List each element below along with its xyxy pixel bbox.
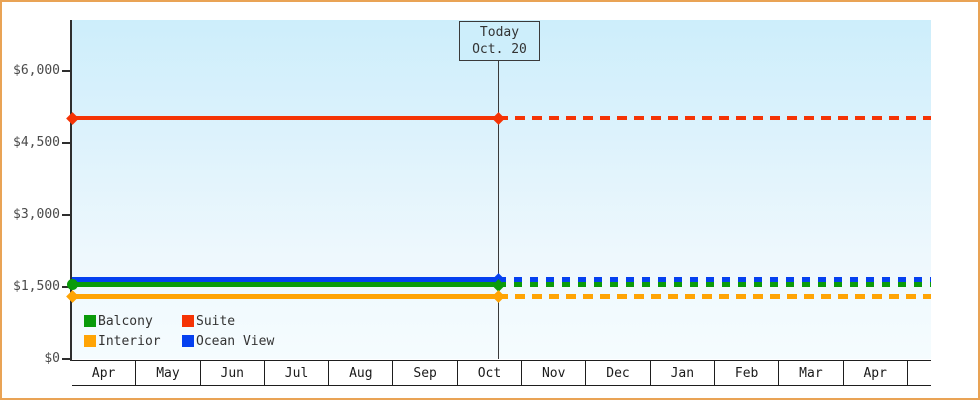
month-cell-filler bbox=[908, 361, 931, 385]
balcony-line-solid bbox=[72, 282, 498, 287]
y-tick bbox=[62, 142, 71, 144]
month-cell: Nov bbox=[522, 361, 587, 385]
plot-area bbox=[72, 20, 931, 359]
y-axis-label: $0 bbox=[44, 351, 60, 366]
month-cell: Jul bbox=[265, 361, 330, 385]
month-cell: Sep bbox=[393, 361, 458, 385]
suite-line-solid bbox=[72, 116, 498, 120]
month-cell: Aug bbox=[329, 361, 394, 385]
month-cell: Oct bbox=[458, 361, 523, 385]
legend-item-oceanview: Ocean View bbox=[182, 331, 274, 351]
x-axis-month-row: Apr May Jun Jul Aug Sep Oct Nov Dec Jan … bbox=[72, 360, 931, 386]
legend-item-interior: Interior bbox=[84, 331, 182, 351]
oceanview-line-dashed bbox=[498, 277, 931, 282]
month-cell: Feb bbox=[715, 361, 780, 385]
today-date: Oct. 20 bbox=[472, 42, 527, 57]
today-vertical-line bbox=[498, 60, 499, 359]
legend-label: Balcony bbox=[98, 313, 153, 329]
interior-line-dashed bbox=[498, 294, 931, 299]
y-tick bbox=[62, 286, 71, 288]
month-cell: Jan bbox=[651, 361, 715, 385]
month-cell: Apr bbox=[72, 361, 137, 385]
legend-item-balcony: Balcony bbox=[84, 311, 182, 331]
y-tick bbox=[62, 214, 71, 216]
legend: Balcony Suite Interior Ocean View bbox=[84, 311, 274, 351]
y-axis-line bbox=[70, 20, 72, 361]
legend-label: Interior bbox=[98, 333, 161, 349]
month-cell: Jun bbox=[201, 361, 265, 385]
y-tick bbox=[62, 358, 71, 360]
balcony-line-dashed bbox=[498, 282, 931, 287]
interior-line-solid bbox=[72, 294, 498, 299]
y-tick bbox=[62, 70, 71, 72]
y-axis-label: $1,500 bbox=[13, 279, 60, 294]
oceanview-line-solid bbox=[72, 277, 498, 282]
month-cell: May bbox=[136, 361, 201, 385]
legend-label: Ocean View bbox=[196, 333, 275, 349]
y-axis-label: $3,000 bbox=[13, 207, 60, 222]
y-axis-label: $4,500 bbox=[13, 135, 60, 150]
balcony-marker-start bbox=[66, 279, 78, 290]
legend-label: Suite bbox=[196, 313, 236, 329]
month-cell: Mar bbox=[779, 361, 844, 385]
month-cell: Dec bbox=[586, 361, 651, 385]
today-label: Today bbox=[479, 25, 520, 40]
today-annotation-box: Today Oct. 20 bbox=[459, 21, 540, 61]
y-axis-label: $6,000 bbox=[13, 63, 60, 78]
interior-swatch-icon bbox=[84, 335, 96, 347]
suite-swatch-icon bbox=[182, 315, 194, 327]
suite-line-dashed bbox=[498, 116, 931, 120]
month-cell: Apr bbox=[844, 361, 908, 385]
balcony-swatch-icon bbox=[84, 315, 96, 327]
legend-item-suite: Suite bbox=[182, 311, 274, 331]
oceanview-swatch-icon bbox=[182, 335, 194, 347]
